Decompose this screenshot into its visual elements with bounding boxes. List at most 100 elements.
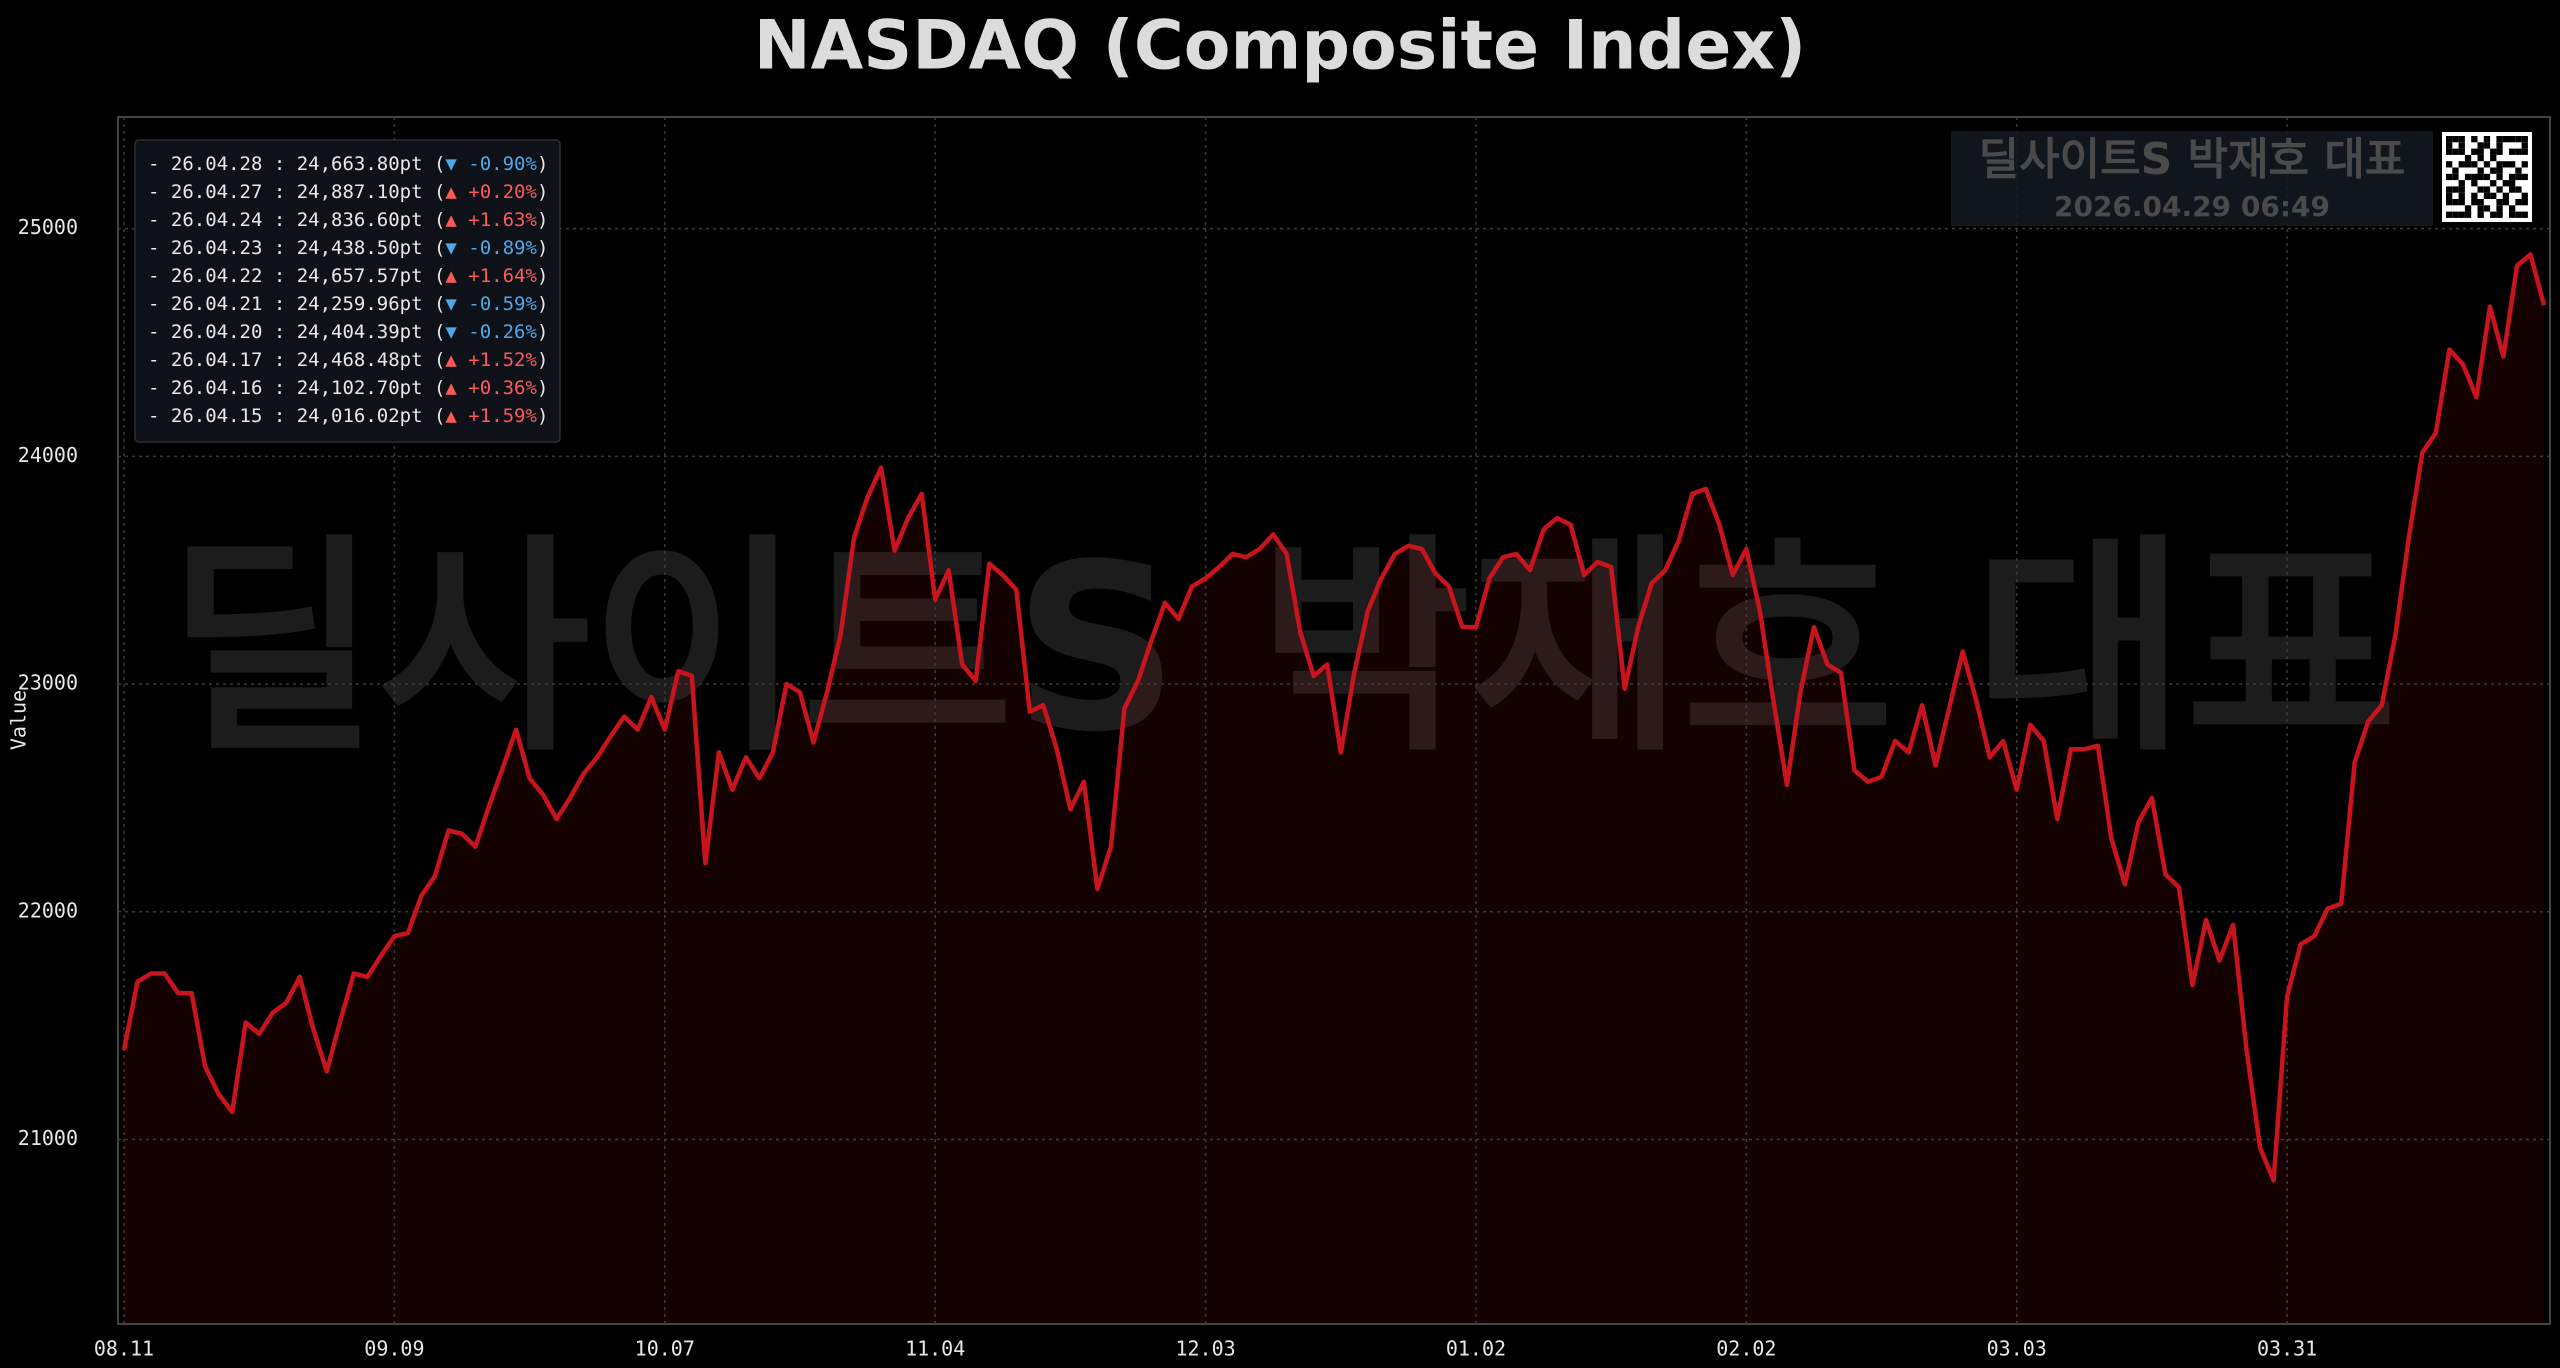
line [121,252,2547,1183]
qr-cell [2483,161,2491,168]
qr-cell [2483,142,2491,149]
qr-cell [2471,199,2478,206]
qr-cell [2483,186,2491,193]
qr-cell [2509,136,2516,143]
qr-cell [2446,211,2453,218]
qr-cell [2521,173,2528,181]
recent-close: ) [537,349,548,371]
x-tick-label: 09.09 [364,1337,424,1361]
recent-change: ▼ -0.26% [445,321,537,343]
qr-cell [2521,161,2528,168]
recent-change: ▼ -0.89% [445,237,537,259]
recent-change: ▲ +0.20% [445,181,537,203]
qr-cell [2490,148,2497,155]
recent-change: ▲ +0.36% [445,377,537,399]
qr-cell [2496,161,2503,168]
recent-item: - 26.04.16 : 24,102.70pt (▲ +0.36%) [148,377,548,399]
qr-cell [2515,186,2522,193]
qr-cell [2521,199,2528,206]
qr-cell [2477,199,2484,206]
recent-close: ) [537,237,548,259]
recent-text: - 26.04.23 : 24,438.50pt ( [148,237,445,259]
qr-cell [2502,161,2509,168]
recent-change: ▲ +1.63% [445,209,537,231]
qr-cell [2502,180,2509,187]
qr-cell [2471,192,2478,199]
recent-item: - 26.04.28 : 24,663.80pt (▼ -0.90%) [148,153,548,175]
qr-cell [2502,199,2509,206]
qr-cell [2464,211,2472,218]
qr-cell [2490,167,2497,174]
qr-cell [2521,148,2528,155]
recent-text: - 26.04.28 : 24,663.80pt ( [148,153,445,175]
stamp-time: 2026.04.29 06:49 [2054,190,2330,223]
stamp-box [1951,131,2433,226]
qr-cell [2452,167,2459,174]
recent-item: - 26.04.22 : 24,657.57pt (▲ +1.64%) [148,265,548,287]
recent-change: ▲ +1.64% [445,265,537,287]
qr-cell [2490,192,2497,199]
recent-close: ) [537,209,548,231]
qr-cell [2496,205,2503,212]
recent-list: - 26.04.28 : 24,663.80pt (▼ -0.90%)- 26.… [134,139,561,443]
qr-cell [2477,211,2484,218]
recent-close: ) [537,405,548,427]
qr-cell [2509,186,2516,193]
qr-cell [2458,192,2465,199]
qr-cell [2446,136,2453,143]
qr-cell [2458,142,2465,149]
qr-cell [2458,211,2465,218]
qr-cell [2515,136,2522,143]
qr-cell [2521,136,2528,143]
qr-cell [2515,173,2522,181]
qr-cell [2483,192,2491,199]
qr-cell [2502,136,2509,143]
qr-cell [2446,148,2453,155]
stamp-title: 딜사이트S 박재호 대표 [1979,134,2406,185]
qr-cell [2464,154,2472,162]
qr-cell [2464,173,2472,181]
x-tick-label: 02.02 [1716,1337,1776,1361]
qr-cell [2496,186,2503,193]
qr-cell [2477,154,2484,162]
recent-change: ▲ +1.52% [445,349,537,371]
recent-text: - 26.04.15 : 24,016.02pt ( [148,405,445,427]
recent-item: - 26.04.23 : 24,438.50pt (▼ -0.89%) [148,237,548,259]
qr-cell [2477,148,2484,155]
qr-cell [2509,180,2516,187]
qr-cell [2446,199,2453,206]
qr-cell [2515,211,2522,218]
qr-cell [2496,211,2503,218]
recent-text: - 26.04.24 : 24,836.60pt ( [148,209,445,231]
x-tick-label: 12.03 [1175,1337,1235,1361]
recent-close: ) [537,321,548,343]
qr-cell [2452,211,2459,218]
recent-close: ) [537,153,548,175]
qr-cell [2471,173,2478,181]
recent-text: - 26.04.22 : 24,657.57pt ( [148,265,445,287]
recent-item: - 26.04.15 : 24,016.02pt (▲ +1.59%) [148,405,548,427]
qr-code [2442,132,2532,222]
recent-text: - 26.04.17 : 24,468.48pt ( [148,349,445,371]
qr-cell [2471,148,2478,155]
qr-cell [2452,173,2459,181]
recent-text: - 26.04.20 : 24,404.39pt ( [148,321,445,343]
x-tick-label: 03.31 [2257,1337,2317,1361]
x-tick-label: 03.03 [1987,1337,2047,1361]
qr-cell [2458,186,2465,193]
x-tick-label: 01.02 [1446,1337,1506,1361]
qr-cell [2464,205,2472,212]
qr-cell [2452,186,2459,193]
recent-change: ▼ -0.59% [445,293,537,315]
recent-item: - 26.04.20 : 24,404.39pt (▼ -0.26%) [148,321,548,343]
recent-close: ) [537,293,548,315]
recent-list-box [134,139,561,443]
qr-cell [2477,167,2484,174]
recent-close: ) [537,377,548,399]
qr-cell [2446,186,2453,193]
recent-item: - 26.04.21 : 24,259.96pt (▼ -0.59%) [148,293,548,315]
recent-text: - 26.04.21 : 24,259.96pt ( [148,293,445,315]
qr-cell [2509,205,2516,212]
qr-cell [2477,186,2484,193]
